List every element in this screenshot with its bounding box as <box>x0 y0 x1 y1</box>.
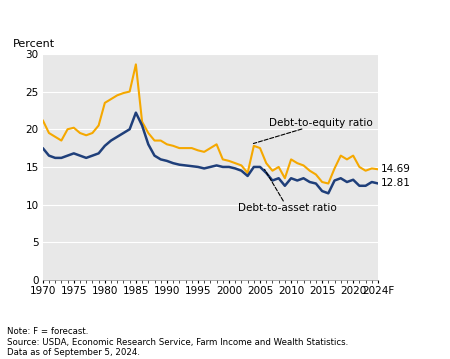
Text: Debt-to-asset ratio: Debt-to-asset ratio <box>238 169 337 213</box>
Text: Debt-to-equity ratio: Debt-to-equity ratio <box>253 118 373 144</box>
Text: 14.69: 14.69 <box>381 164 411 174</box>
Text: 12.81: 12.81 <box>381 178 411 188</box>
Text: Note: F = forecast.
Source: USDA, Economic Research Service, Farm Income and Wea: Note: F = forecast. Source: USDA, Econom… <box>7 327 348 357</box>
Text: Percent: Percent <box>13 39 55 49</box>
Text: U.S. farm sector solvency ratios, 1970–2024F: U.S. farm sector solvency ratios, 1970–2… <box>7 17 346 30</box>
